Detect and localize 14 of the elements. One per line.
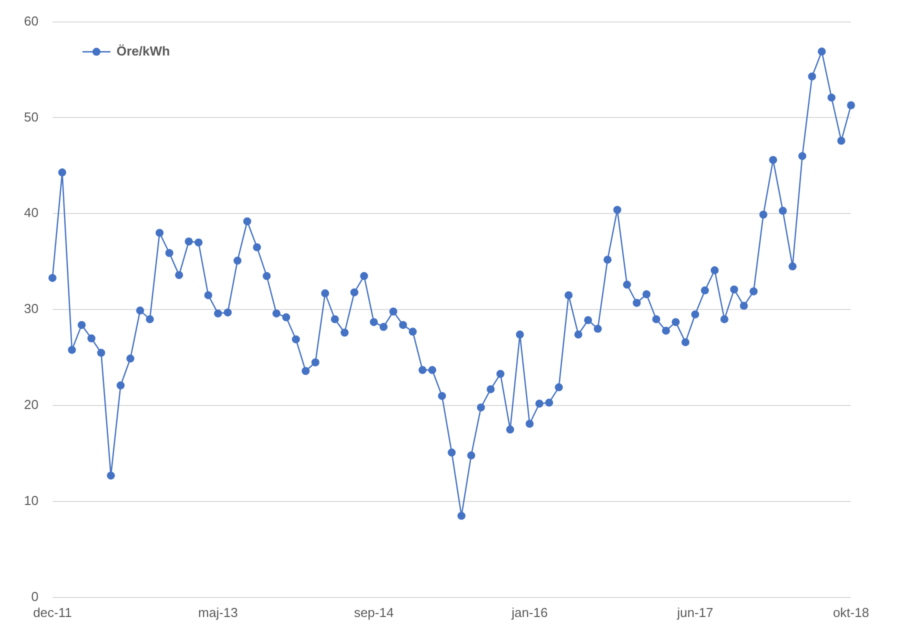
x-tick-label: sep-14 [354,604,394,620]
y-tick-label: 10 [24,493,38,508]
y-tick-label: 0 [31,588,38,604]
y-tick-label: 50 [24,109,38,124]
x-tick-label: maj-13 [198,604,238,620]
legend-label: Öre/kWh [116,43,170,58]
y-tick-label: 30 [24,301,38,316]
x-tick-label: okt-18 [832,604,870,620]
y-tick-label: 20 [24,397,38,412]
y-tick-label: 40 [24,205,38,220]
x-tick-label: dec-11 [33,604,72,620]
x-tick-label: jun-17 [676,604,714,620]
y-tick-label: 60 [24,13,38,28]
x-tick-label: jan-16 [510,604,548,620]
